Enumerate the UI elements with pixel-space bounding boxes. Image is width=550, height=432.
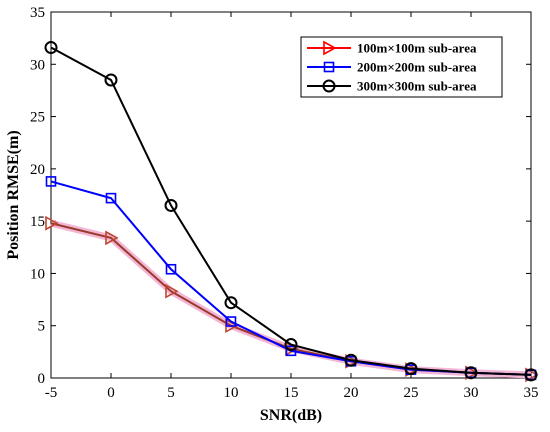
series-300m-point: [44, 41, 58, 55]
legend-marker-200m: [323, 61, 335, 73]
series-200m-point: [45, 176, 57, 187]
series-300m-point: [404, 362, 418, 376]
series-100m-point: [45, 215, 59, 231]
x-tick-label: 20: [344, 385, 359, 401]
series-200m-point: [285, 345, 297, 357]
x-tick-label: 0: [107, 385, 115, 401]
y-tick-label: 20: [30, 162, 45, 178]
x-axis-title: SNR(dB): [260, 407, 322, 424]
y-tick-label: 35: [30, 5, 45, 21]
y-tick-label: 5: [38, 319, 46, 335]
x-tick-label: 35: [524, 385, 539, 401]
legend-label-300m: 300m×300m sub-area: [357, 79, 477, 94]
series-300m-point: [344, 353, 358, 367]
series-200m-point: [225, 316, 237, 327]
series-300m-point: [284, 338, 298, 352]
y-tick-label: 0: [38, 371, 46, 387]
x-tick-label: 5: [167, 385, 175, 401]
series-100m-point: [165, 283, 179, 299]
x-tick-label: 10: [224, 385, 239, 401]
y-tick-label: 25: [30, 110, 45, 126]
x-tick-label: 30: [464, 385, 479, 401]
series-300m-point: [464, 366, 478, 380]
y-axis-title: Position RMSE(m): [5, 130, 22, 259]
y-tick-label: 10: [30, 266, 45, 282]
series-group: [44, 41, 539, 383]
y-tick-label: 15: [30, 214, 45, 230]
y-tick-label: 30: [30, 57, 45, 73]
series-200m-point: [165, 263, 177, 275]
series-300m-point: [104, 73, 118, 87]
series-200m-point: [105, 192, 117, 204]
legend-marker-300m: [322, 79, 336, 93]
series-300m-point: [524, 368, 538, 382]
legend-label-200m: 200m×200m sub-area: [357, 60, 477, 75]
x-tick-label: -5: [45, 385, 58, 401]
series-100m-point: [105, 230, 119, 246]
legend: 100m×100m sub-area 200m×200m sub-area 300m…: [300, 36, 503, 98]
series-300m-point: [164, 198, 178, 212]
x-tick-label: 25: [404, 385, 419, 401]
legend-marker-100m: [323, 40, 337, 56]
series-300m-point: [224, 296, 238, 310]
legend-label-100m: 100m×100m sub-area: [357, 41, 477, 56]
x-tick-label: 15: [284, 385, 299, 401]
series-300m-line: [50, 46, 532, 376]
